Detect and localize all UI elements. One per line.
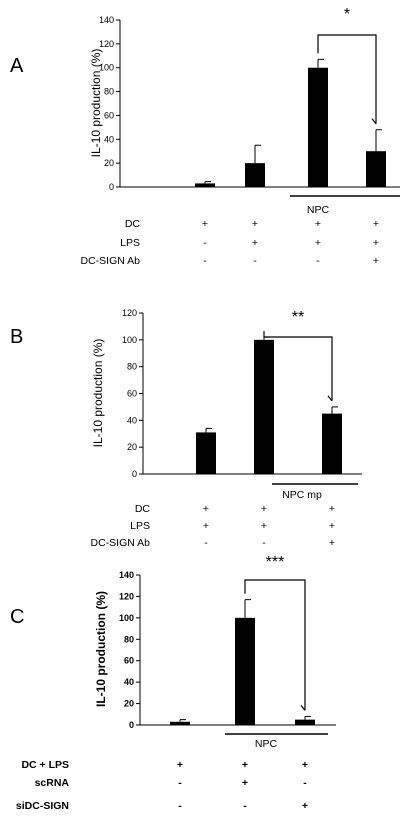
- y-tick-label: 120: [122, 308, 137, 318]
- condition-mark: +: [329, 520, 335, 532]
- condition-mark: +: [177, 759, 183, 771]
- significance-label: ***: [266, 554, 285, 571]
- y-tick-label: 60: [104, 110, 114, 120]
- condition-label: DC-SIGN Ab: [80, 255, 140, 267]
- group-label: NPC: [255, 738, 278, 750]
- panel-letter: B: [10, 326, 23, 348]
- condition-mark: -: [203, 237, 207, 249]
- y-tick-label: 60: [124, 656, 134, 666]
- condition-mark: -: [203, 255, 207, 267]
- condition-mark: +: [315, 218, 321, 230]
- significance-label: *: [344, 6, 350, 23]
- y-tick-label: 100: [119, 613, 134, 623]
- y-tick-label: 100: [122, 335, 137, 345]
- bar: [196, 432, 216, 474]
- condition-mark: +: [373, 218, 379, 230]
- panel-c: C 0 20 40 60 80 100 120 140 IL-10 production (%) *…: [10, 554, 336, 812]
- y-tick-label: 0: [129, 720, 134, 730]
- significance-arrow: [371, 118, 377, 125]
- significance-bracket: [263, 331, 333, 401]
- condition-label: DC-SIGN Ab: [90, 537, 150, 549]
- y-tick-label: 80: [104, 87, 114, 97]
- y-tick-label: 140: [119, 570, 134, 580]
- bar: [366, 151, 386, 187]
- condition-mark: +: [202, 218, 208, 230]
- panel-b: B 0 20 40 60 80 100 120 IL-10 production (%) ** NP…: [10, 308, 362, 549]
- condition-mark: +: [373, 255, 379, 267]
- y-tick-label: 40: [124, 677, 134, 687]
- y-tick-label: 20: [124, 699, 134, 709]
- group-label: NPC mp: [282, 489, 322, 501]
- condition-mark: +: [252, 237, 258, 249]
- condition-mark: -: [243, 800, 247, 812]
- condition-mark: +: [302, 759, 308, 771]
- condition-mark: -: [178, 777, 182, 789]
- y-tick-label: 0: [132, 469, 137, 479]
- condition-label: LPS: [120, 237, 140, 249]
- bar: [170, 721, 190, 725]
- y-tick-label: 120: [119, 591, 134, 601]
- condition-mark: +: [242, 777, 248, 789]
- bar: [235, 617, 255, 725]
- y-tick-label: 40: [127, 415, 137, 425]
- y-tick-label: 40: [104, 134, 114, 144]
- condition-mark: +: [373, 237, 379, 249]
- condition-mark: -: [204, 537, 208, 549]
- condition-mark: +: [261, 503, 267, 515]
- panel-letter: C: [10, 606, 24, 628]
- condition-mark: +: [302, 800, 308, 812]
- significance-arrow: [300, 705, 306, 711]
- bar: [195, 183, 215, 187]
- significance-label: **: [292, 309, 304, 326]
- y-tick-label: 20: [127, 442, 137, 452]
- condition-label: DC: [135, 503, 151, 515]
- condition-label: scRNA: [35, 777, 70, 789]
- y-tick-label: 120: [99, 39, 114, 49]
- condition-mark: +: [329, 537, 335, 549]
- significance-arrow: [327, 395, 333, 402]
- condition-mark: -: [262, 537, 266, 549]
- condition-label: DC + LPS: [21, 759, 69, 771]
- y-tick-label: 20: [104, 158, 114, 168]
- condition-mark: +: [252, 218, 258, 230]
- condition-mark: +: [329, 503, 335, 515]
- condition-mark: +: [203, 503, 209, 515]
- bar: [254, 339, 274, 474]
- condition-label: siDC-SIGN: [16, 800, 69, 812]
- significance-bracket: [244, 579, 306, 711]
- condition-label: LPS: [130, 520, 150, 532]
- y-tick-label: 100: [99, 63, 114, 73]
- y-tick-label: 80: [127, 362, 137, 372]
- condition-mark: +: [315, 237, 321, 249]
- condition-mark: +: [261, 520, 267, 532]
- condition-mark: -: [303, 777, 307, 789]
- y-tick-label: 140: [99, 15, 114, 25]
- bar: [322, 413, 342, 474]
- panel-a: A 0 20 40 60 80 100 120 140 IL-10 production (%) *…: [10, 6, 400, 267]
- y-tick-label: 0: [109, 182, 114, 192]
- condition-mark: +: [242, 759, 248, 771]
- y-axis-title: IL-10 production (%): [94, 591, 108, 707]
- bar: [245, 163, 265, 187]
- condition-mark: -: [253, 255, 257, 267]
- bar: [308, 67, 328, 187]
- significance-bracket: [317, 34, 377, 124]
- condition-mark: -: [178, 800, 182, 812]
- condition-mark: +: [203, 520, 209, 532]
- condition-mark: -: [316, 255, 320, 267]
- y-tick-label: 80: [124, 634, 134, 644]
- condition-label: DC: [125, 218, 141, 230]
- bar: [295, 719, 315, 725]
- panel-letter: A: [10, 55, 24, 77]
- y-tick-label: 60: [127, 389, 137, 399]
- group-label: NPC: [307, 204, 330, 216]
- y-axis-title: IL-10 production (%): [91, 339, 105, 448]
- y-axis-title: IL-10 production (%): [89, 49, 103, 158]
